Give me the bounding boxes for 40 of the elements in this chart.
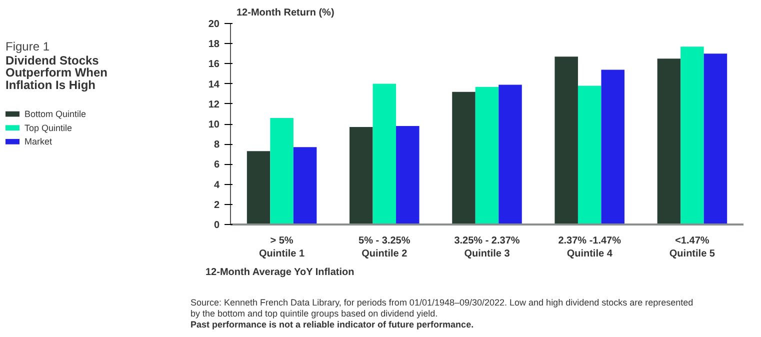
y-tick-label: 6 [214, 160, 220, 171]
bar [452, 92, 476, 224]
bar [475, 86, 499, 224]
bar [554, 56, 578, 224]
y-tick-label: 8 [214, 140, 220, 151]
bar [372, 84, 396, 224]
bar [680, 46, 704, 224]
bar [270, 118, 294, 224]
bar [657, 58, 681, 224]
bar [246, 151, 270, 224]
y-tick-label: 14 [208, 79, 220, 90]
y-tick-label: 4 [214, 180, 220, 191]
x-tick-label: <1.47% Quintile 5 [669, 236, 716, 260]
x-tick-label: > 5% Quintile 1 [259, 236, 306, 260]
legend-label: Top Quintile [24, 122, 72, 133]
text: Figure 1 [6, 40, 50, 54]
y-tick-label: 16 [208, 59, 220, 70]
y-tick-label: 10 [208, 120, 220, 130]
bar [293, 147, 317, 224]
bar [350, 127, 373, 224]
y-tick-label: 12 [208, 99, 220, 110]
x-tick-label: 3.25% - 2.37% Quintile 3 [454, 236, 520, 260]
bar [396, 126, 420, 224]
y-tick-label: 20 [208, 19, 220, 30]
x-axis-title: 12-Month Average YoY Inflation [206, 267, 354, 278]
x-tick-label: 5% - 3.25% Quintile 2 [358, 236, 410, 260]
y-axis-title: 12-Month Return (%) [236, 8, 334, 18]
text: Dividend Stocks Outperform When Inflation Is High [6, 53, 108, 92]
y-tick-label: 0 [214, 220, 220, 231]
legend-label: Bottom Quintile [24, 109, 86, 120]
bar [578, 86, 602, 224]
bar [498, 84, 522, 224]
source-note: Source: Kenneth French Data Library, for periods from 01/01/1948–09/30/2022. Low and high dividend stocks are represented by the bottom and top quintile groups based on dividend yield. [190, 298, 694, 318]
text: Past performance is not a reliable indicator of future performance. [190, 320, 474, 330]
bar [601, 70, 624, 224]
y-tick-label: 2 [214, 200, 220, 211]
bar [704, 54, 728, 224]
y-tick-label: 18 [208, 39, 220, 50]
legend-label: Market [24, 136, 53, 147]
x-tick-label: 2.37% -1.47% Quintile 4 [558, 236, 622, 260]
